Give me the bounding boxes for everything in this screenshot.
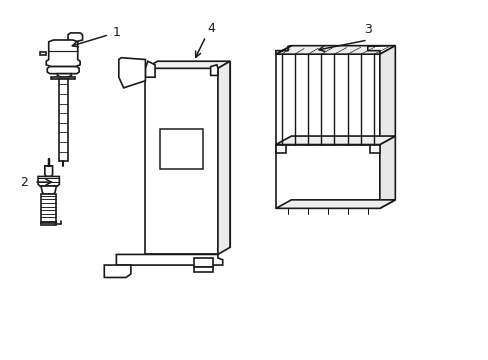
Polygon shape [46, 40, 80, 67]
Polygon shape [275, 46, 394, 54]
Polygon shape [41, 194, 56, 222]
Polygon shape [40, 53, 46, 55]
Polygon shape [193, 258, 213, 267]
Text: 2: 2 [20, 176, 28, 189]
Polygon shape [119, 58, 145, 88]
Polygon shape [45, 166, 53, 176]
Polygon shape [275, 136, 394, 145]
Polygon shape [57, 74, 71, 77]
Polygon shape [369, 145, 379, 153]
Polygon shape [145, 61, 155, 77]
Polygon shape [145, 68, 218, 255]
Polygon shape [275, 145, 285, 153]
Polygon shape [68, 33, 82, 42]
Polygon shape [104, 265, 131, 278]
Polygon shape [379, 46, 394, 145]
Polygon shape [210, 65, 218, 76]
Polygon shape [160, 129, 203, 169]
Polygon shape [145, 61, 229, 68]
Polygon shape [41, 222, 56, 225]
Polygon shape [379, 136, 394, 208]
Polygon shape [59, 79, 67, 161]
Polygon shape [47, 67, 79, 74]
Polygon shape [275, 200, 394, 208]
Polygon shape [367, 46, 394, 54]
Polygon shape [116, 255, 223, 265]
Polygon shape [291, 46, 394, 136]
Polygon shape [38, 176, 59, 186]
Polygon shape [41, 186, 56, 194]
Polygon shape [275, 145, 379, 208]
Text: 1: 1 [113, 26, 121, 39]
Text: 3: 3 [363, 23, 371, 36]
Polygon shape [218, 61, 229, 255]
Text: 4: 4 [207, 22, 215, 35]
Polygon shape [51, 77, 75, 79]
Polygon shape [275, 46, 291, 54]
Polygon shape [193, 267, 213, 272]
Polygon shape [275, 54, 379, 145]
Polygon shape [157, 61, 229, 247]
